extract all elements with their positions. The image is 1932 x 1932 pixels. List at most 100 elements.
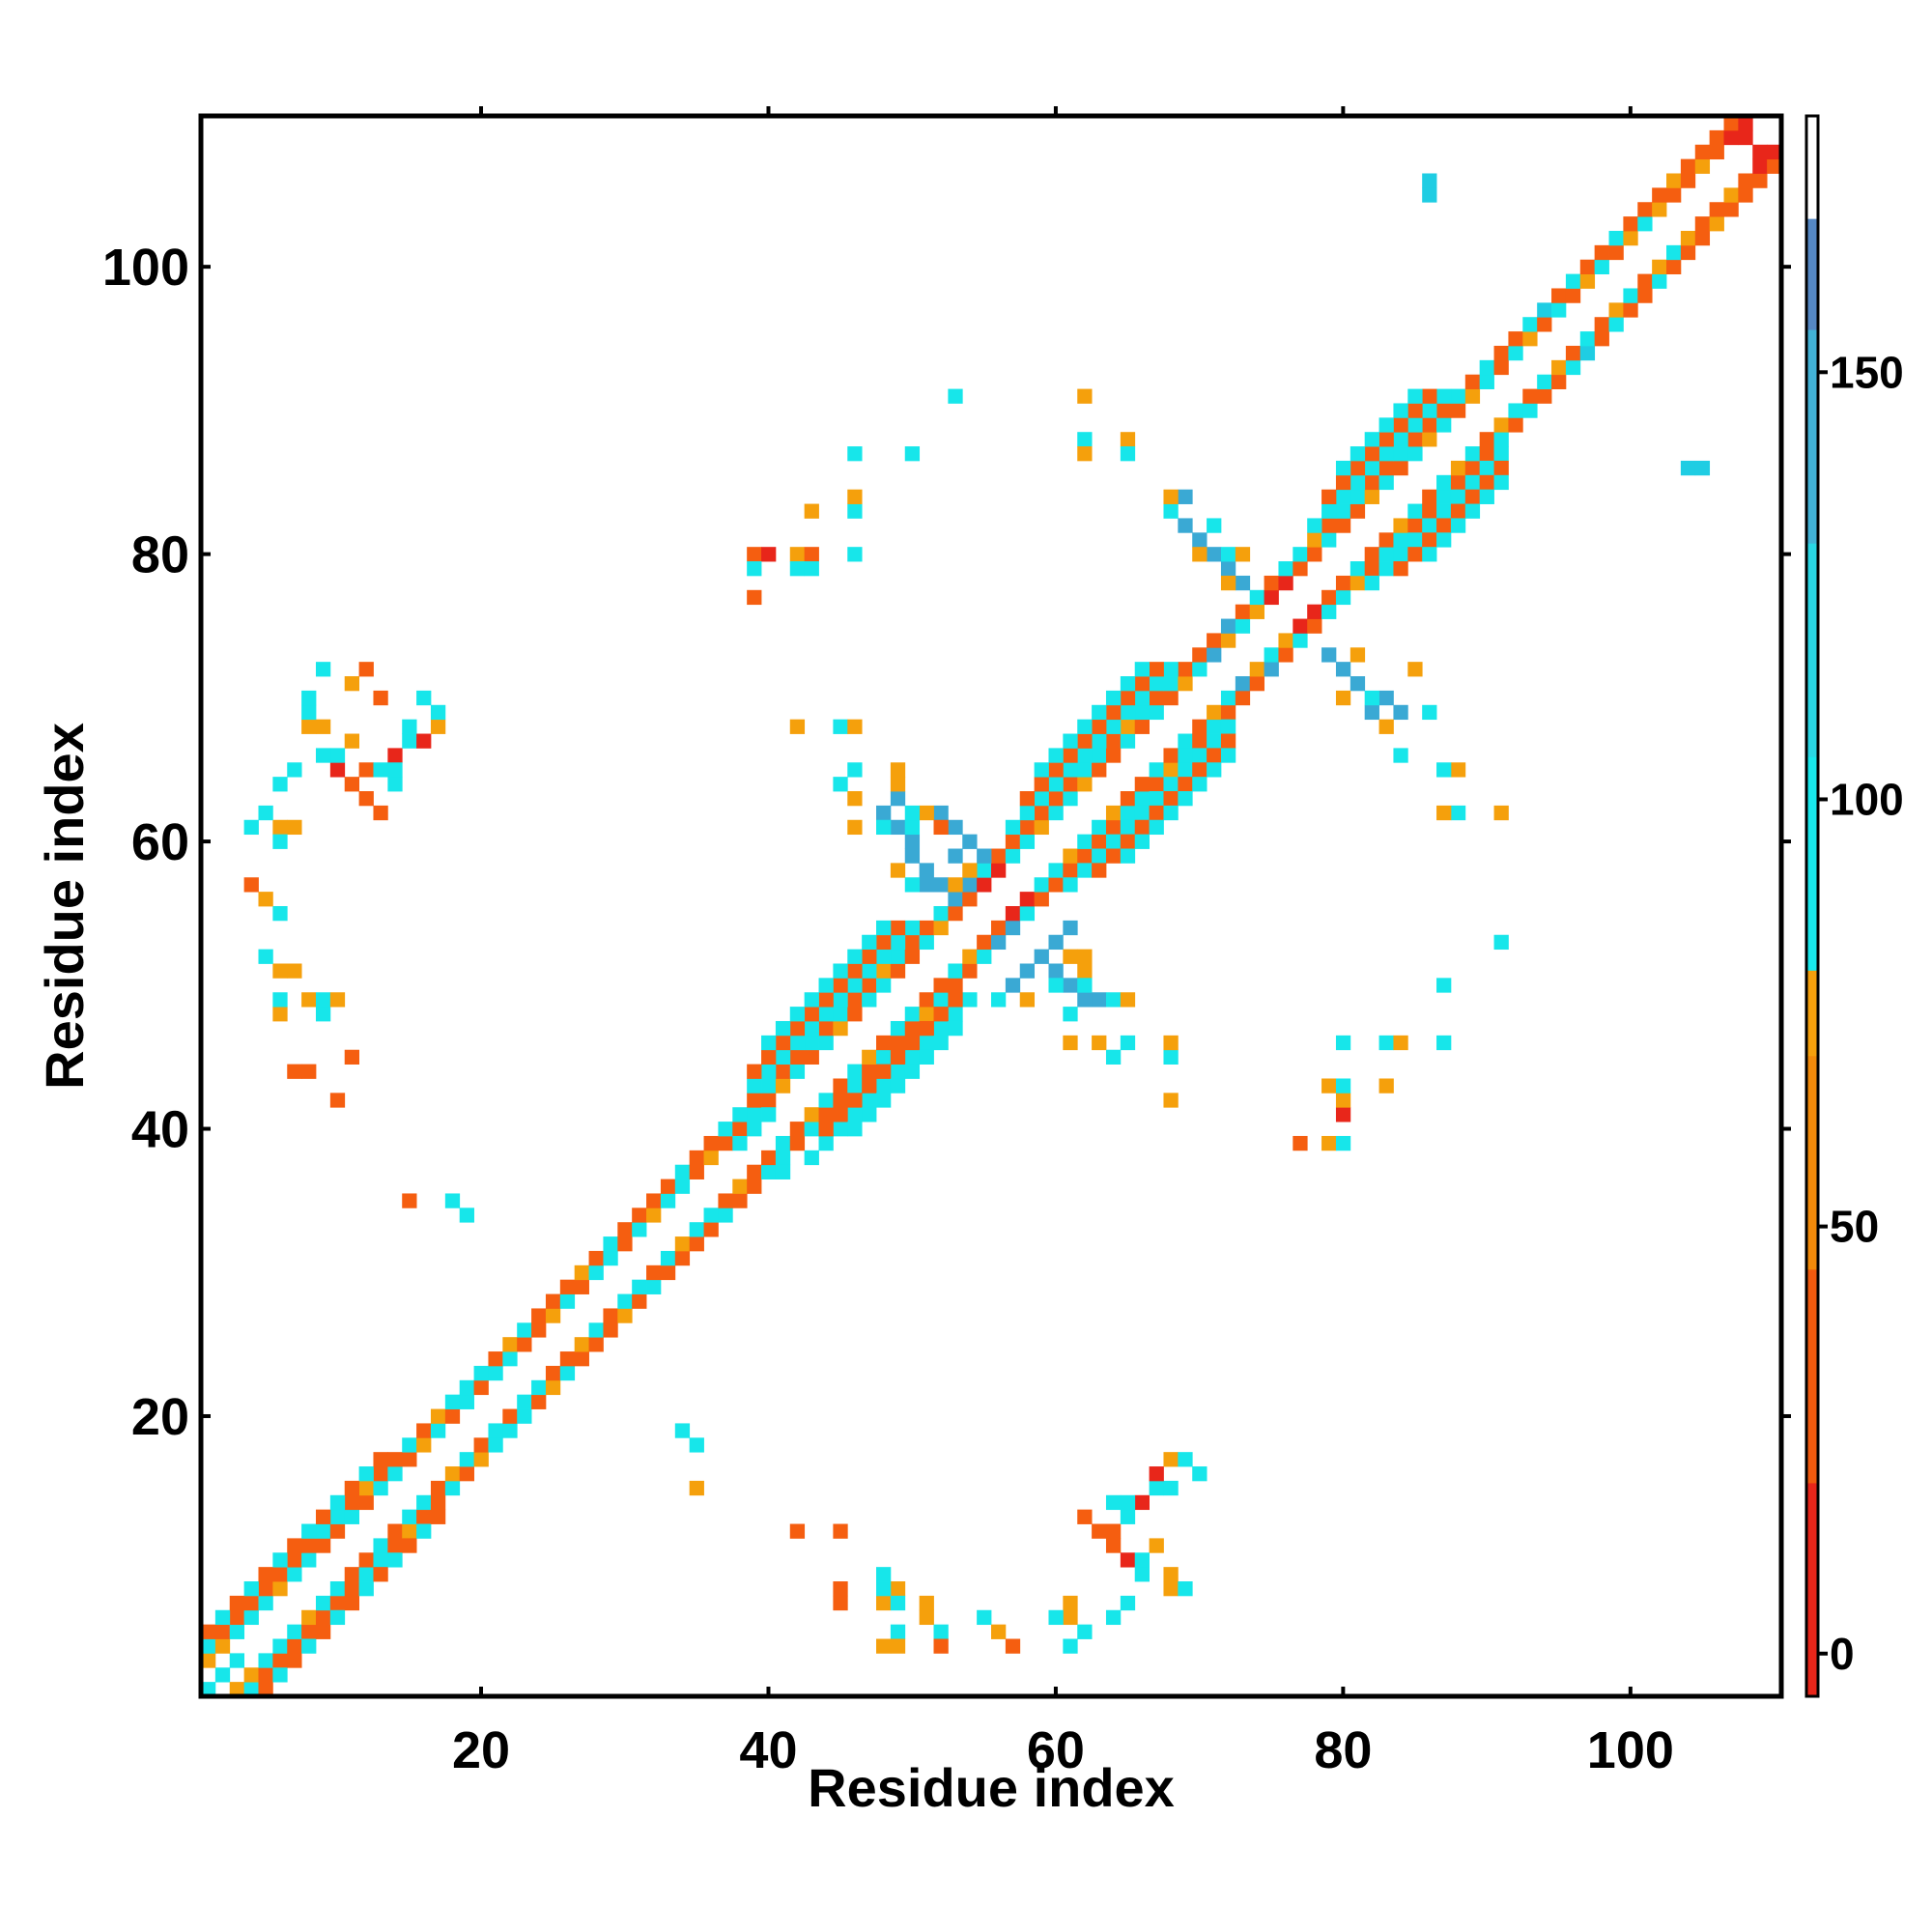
axis-ticks: 20 40 60 80 100 20 40 60 80 100	[102, 106, 1791, 1779]
heatmap-cell	[1034, 762, 1049, 778]
heatmap-cell	[1264, 575, 1279, 591]
heatmap-cell	[1192, 733, 1208, 749]
heatmap-cell	[962, 892, 978, 907]
heatmap-cell	[804, 1107, 819, 1122]
heatmap-cell	[1105, 1494, 1122, 1511]
heatmap-cell	[603, 1322, 618, 1338]
heatmap-cell	[402, 1193, 417, 1208]
heatmap-cell	[1608, 302, 1624, 318]
heatmap-cell	[933, 1020, 949, 1037]
heatmap-cell	[1321, 489, 1337, 504]
heatmap-cell	[862, 978, 877, 993]
heatmap-cell	[1163, 762, 1179, 778]
heatmap-cell	[1048, 777, 1064, 792]
heatmap-cell	[818, 1007, 834, 1022]
heatmap-cell	[1178, 489, 1193, 504]
heatmap-cell	[1335, 575, 1351, 591]
heatmap-cell	[272, 1667, 288, 1683]
heatmap-cell	[876, 963, 892, 979]
heatmap-cell	[1335, 1035, 1351, 1051]
heatmap-cell	[1120, 690, 1136, 706]
heatmap-cell	[1493, 359, 1509, 376]
heatmap-cell	[1723, 187, 1739, 203]
heatmap-cell	[1249, 589, 1264, 606]
heatmap-cell	[517, 1394, 532, 1409]
heatmap-cell	[933, 978, 949, 993]
heatmap-cell	[674, 1250, 691, 1266]
heatmap-cell	[804, 1150, 819, 1166]
heatmap-cell	[488, 1365, 503, 1381]
heatmap-cell	[1077, 748, 1093, 763]
heatmap-cell	[1493, 345, 1509, 361]
heatmap-cell	[559, 1279, 576, 1294]
heatmap-cell	[1407, 388, 1423, 404]
heatmap-cell	[1522, 388, 1538, 404]
heatmap-cell	[329, 748, 346, 763]
heatmap-cell	[287, 1653, 302, 1668]
heatmap-cell	[1436, 532, 1452, 548]
heatmap-cell	[1048, 748, 1064, 763]
heatmap-cell	[747, 1064, 762, 1079]
heatmap-cell	[229, 1595, 245, 1611]
heatmap-cell	[272, 1638, 288, 1654]
heatmap-cell	[1235, 575, 1251, 591]
heatmap-cell	[1378, 1035, 1394, 1051]
heatmap-cell	[1709, 129, 1724, 146]
heatmap-cell	[948, 1007, 963, 1022]
heatmap-cell	[1163, 1093, 1179, 1108]
heatmap-cell	[660, 1193, 676, 1208]
heatmap-cell	[387, 1452, 403, 1467]
heatmap-cell	[1637, 288, 1653, 303]
heatmap-cell	[1264, 589, 1279, 606]
colorbar-band	[1806, 970, 1818, 1057]
heatmap-cell	[1378, 474, 1394, 491]
heatmap-cell	[1149, 676, 1164, 692]
heatmap-cell	[1134, 819, 1150, 836]
heatmap-cell	[1694, 216, 1711, 232]
heatmap-cell	[1335, 1107, 1351, 1122]
y-tick-label: 40	[131, 1101, 189, 1159]
heatmap-cell	[1207, 518, 1222, 533]
heatmap-cell	[459, 1452, 474, 1467]
heatmap-cell	[1335, 503, 1351, 519]
heatmap-cell	[1149, 791, 1164, 807]
heatmap-cell	[1378, 446, 1394, 462]
heatmap-cell	[1105, 1609, 1122, 1626]
heatmap-cell	[588, 1250, 604, 1266]
heatmap-cell	[818, 992, 834, 1008]
heatmap-cell	[991, 934, 1007, 951]
heatmap-cell	[559, 1351, 576, 1367]
heatmap-cell	[387, 748, 403, 763]
heatmap-cell	[1192, 748, 1208, 763]
heatmap-cell	[1077, 1624, 1093, 1639]
heatmap-cell	[1034, 791, 1049, 807]
heatmap-cell	[243, 1667, 259, 1683]
heatmap-cell	[1393, 446, 1408, 462]
heatmap-cell	[201, 1653, 216, 1668]
heatmap-cell	[1092, 719, 1107, 734]
heatmap-cell	[1407, 547, 1423, 562]
heatmap-cell	[890, 1049, 906, 1065]
heatmap-cell	[804, 1020, 819, 1037]
heatmap-cell	[1105, 834, 1122, 849]
heatmap-cell	[1178, 662, 1193, 677]
heatmap-cell	[1220, 618, 1236, 634]
heatmap-cell	[1163, 805, 1179, 821]
heatmap-cell	[329, 1494, 346, 1511]
heatmap-cell	[1105, 992, 1122, 1008]
heatmap-cell	[833, 1007, 848, 1022]
heatmap-cell	[402, 1523, 417, 1539]
heatmap-cell	[862, 1064, 877, 1079]
heatmap-cell	[632, 1222, 647, 1237]
heatmap-cell	[1120, 1494, 1136, 1511]
colorbar-band	[1806, 1482, 1818, 1697]
heatmap-cell	[761, 1150, 777, 1166]
heatmap-cell	[962, 877, 978, 893]
heatmap-cell	[1293, 561, 1308, 577]
heatmap-cell	[1149, 1466, 1164, 1482]
heatmap-cell	[919, 1035, 934, 1051]
heatmap-cell	[1235, 604, 1251, 619]
heatmap-cell	[1436, 1035, 1452, 1051]
heatmap-cell	[1092, 1035, 1107, 1051]
heatmap-cell	[919, 863, 934, 878]
